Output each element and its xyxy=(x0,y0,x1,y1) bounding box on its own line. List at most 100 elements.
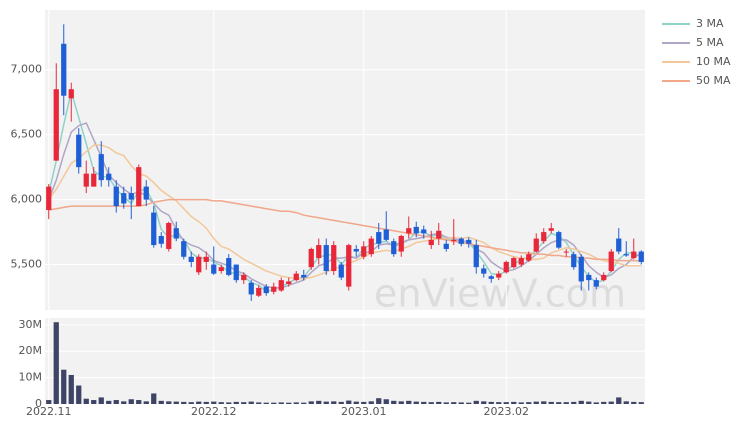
volume-bar xyxy=(61,369,67,404)
volume-bar xyxy=(451,402,457,404)
volume-bar xyxy=(526,402,532,404)
candle-body xyxy=(166,222,172,249)
volume-panel xyxy=(45,318,645,404)
candle-body xyxy=(473,245,479,268)
candle-body xyxy=(173,228,179,239)
volume-bar xyxy=(398,401,404,404)
candle-body xyxy=(391,241,397,255)
candle-body xyxy=(436,230,442,239)
y-tick-label: 6,500 xyxy=(11,128,43,141)
candle-body xyxy=(601,274,607,281)
volume-bar xyxy=(608,401,614,404)
volume-bar xyxy=(338,401,344,404)
volume-bar xyxy=(308,401,314,404)
candle-body xyxy=(98,154,104,181)
candle-body xyxy=(136,167,142,207)
volume-bar xyxy=(436,401,442,404)
volume-bar xyxy=(136,400,142,404)
candle-body xyxy=(76,134,82,168)
volume-bar xyxy=(353,401,359,404)
candle-body xyxy=(316,245,322,259)
candle-body xyxy=(586,274,592,281)
volume-bar xyxy=(443,402,449,404)
candle-body xyxy=(608,251,614,272)
candle-body xyxy=(563,251,569,253)
candle-body xyxy=(406,228,412,234)
volume-bar xyxy=(286,402,292,404)
candle-body xyxy=(616,238,622,252)
volume-bar xyxy=(278,402,284,404)
candle-body xyxy=(271,286,277,292)
volume-bar xyxy=(601,401,607,404)
candle-body xyxy=(526,254,532,261)
volume-bar xyxy=(541,401,547,404)
volume-bar xyxy=(181,401,187,404)
volume-bar xyxy=(151,393,157,404)
volume-bar xyxy=(203,401,209,404)
legend-label: 3 MA xyxy=(696,17,724,30)
volume-bar xyxy=(481,401,487,404)
candle-body xyxy=(353,248,359,252)
candle-body xyxy=(106,173,112,181)
candle-body xyxy=(368,238,374,255)
volume-bar xyxy=(98,397,104,404)
volume-bar xyxy=(368,401,374,404)
candle-body xyxy=(518,258,524,265)
volume-bar xyxy=(106,400,112,404)
candle-body xyxy=(331,245,337,272)
volume-bar xyxy=(241,402,247,404)
candle-body xyxy=(481,268,487,274)
candle-body xyxy=(188,256,194,262)
volume-bar xyxy=(488,401,494,404)
volume-bar xyxy=(128,399,134,404)
y-tick-label: 6,000 xyxy=(11,193,43,206)
candle-body xyxy=(631,251,637,259)
legend-label: 5 MA xyxy=(696,36,724,49)
volume-bar xyxy=(226,402,232,404)
volume-bar xyxy=(248,401,254,404)
candle-body xyxy=(308,248,314,268)
volume-bar xyxy=(196,401,202,404)
volume-bar xyxy=(271,402,277,404)
volume-bar xyxy=(466,402,472,404)
candle-body xyxy=(196,256,202,273)
volume-bar xyxy=(406,400,412,404)
candle-body xyxy=(233,264,239,281)
legend-label: 50 MA xyxy=(696,74,731,87)
candle-body xyxy=(151,212,157,246)
candle-body xyxy=(241,274,247,281)
candle-body xyxy=(301,274,307,278)
volume-bar xyxy=(143,401,149,404)
volume-bar xyxy=(428,402,434,404)
volume-bar xyxy=(188,402,194,404)
volume-bar xyxy=(563,402,569,404)
candle-body xyxy=(413,226,419,234)
candle-body xyxy=(346,245,352,287)
candle-body xyxy=(548,228,554,231)
candle-body xyxy=(203,256,209,262)
candle-body xyxy=(376,232,382,244)
candle-body xyxy=(638,251,644,262)
candle-body xyxy=(46,186,52,210)
volume-bar xyxy=(631,401,637,404)
volume-bar xyxy=(361,401,367,404)
candle-body xyxy=(511,258,517,268)
candle-body xyxy=(571,254,577,268)
volume-bar xyxy=(458,402,464,404)
candle-body xyxy=(263,286,269,294)
candle-body xyxy=(83,173,89,187)
candle-body xyxy=(91,173,97,187)
volume-bar xyxy=(113,400,119,404)
volume-bar xyxy=(218,402,224,404)
candle-body xyxy=(278,280,284,291)
volume-bar xyxy=(473,400,479,404)
y-tick-label: 10M xyxy=(19,371,43,384)
candle-body xyxy=(218,267,224,272)
volume-bar xyxy=(533,401,539,404)
volume-bar xyxy=(376,398,382,404)
volume-bar xyxy=(623,401,629,404)
volume-bar xyxy=(173,401,179,404)
volume-bar xyxy=(578,400,584,404)
